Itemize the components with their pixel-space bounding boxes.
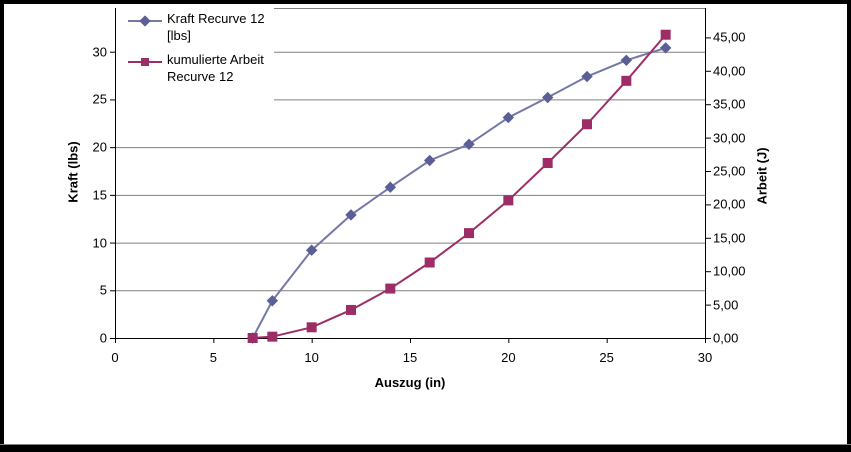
arbeit-square-marker-icon bbox=[141, 58, 149, 66]
arbeit-marker-square-8 bbox=[267, 331, 278, 342]
left-tick-label-0: 0 bbox=[99, 330, 107, 346]
right-tick-label-0: 0,00 bbox=[713, 330, 739, 346]
x-tick-label-30: 30 bbox=[697, 350, 713, 365]
legend-entry-arbeit: kumulierte Arbeit Recurve 12 bbox=[116, 49, 274, 89]
right-tick-label-45: 45,00 bbox=[713, 29, 746, 45]
arbeit-marker-square-28 bbox=[660, 29, 671, 40]
arbeit-marker-square-7 bbox=[247, 333, 258, 343]
arbeit-marker-square-22 bbox=[542, 157, 553, 168]
x-tick-label-15: 15 bbox=[402, 350, 418, 365]
window-border-bottom bbox=[0, 444, 851, 452]
x-tick-label-20: 20 bbox=[501, 350, 516, 365]
kraft-marker-diamond-26 bbox=[620, 54, 633, 67]
legend-label-arbeit-line2: Recurve 12 bbox=[167, 69, 234, 84]
x-tick-label-25: 25 bbox=[599, 350, 614, 365]
left-tick-label-5: 5 bbox=[99, 282, 107, 298]
right-tick-label-10: 10,00 bbox=[713, 263, 746, 279]
kraft-marker-diamond-28 bbox=[659, 42, 672, 54]
left-axis-title: Kraft (lbs) bbox=[65, 141, 81, 203]
legend-label-kraft-line2: [lbs] bbox=[167, 28, 191, 43]
left-tick-label-30: 30 bbox=[92, 44, 107, 60]
kraft-marker-diamond-18 bbox=[463, 138, 475, 150]
kraft-marker-diamond-12 bbox=[345, 209, 357, 221]
arbeit-marker-square-10 bbox=[306, 322, 317, 333]
arbeit-marker-square-14 bbox=[385, 283, 396, 294]
legend-label-arbeit-line1: kumulierte Arbeit bbox=[167, 52, 264, 67]
series-line-kraft bbox=[251, 46, 666, 339]
left-tick-label-20: 20 bbox=[92, 139, 107, 155]
right-tick-label-20: 20,00 bbox=[713, 196, 746, 212]
arbeit-marker-square-16 bbox=[424, 257, 435, 268]
legend-label-kraft-line1: Kraft Recurve 12 bbox=[167, 11, 265, 26]
chart-legend: Kraft Recurve 12 [lbs] kumulierte Arbeit… bbox=[116, 8, 274, 104]
right-axis-title: Arbeit (J) bbox=[754, 147, 770, 205]
x-tick-label-0: 0 bbox=[111, 350, 119, 365]
arbeit-marker-square-24 bbox=[582, 119, 592, 130]
kraft-marker-diamond-20 bbox=[502, 111, 515, 124]
kraft-marker-diamond-8 bbox=[266, 295, 279, 307]
right-tick-label-15: 15,00 bbox=[713, 230, 746, 246]
legend-label-kraft: Kraft Recurve 12 [lbs] bbox=[167, 10, 265, 44]
x-axis-title: Auszug (in) bbox=[374, 375, 446, 390]
right-tick-label-5: 5,00 bbox=[713, 297, 739, 313]
x-tick-label-10: 10 bbox=[304, 350, 319, 365]
arbeit-marker-square-18 bbox=[464, 228, 474, 239]
x-tick-label-5: 5 bbox=[209, 350, 217, 365]
arbeit-marker-square-26 bbox=[621, 75, 632, 86]
arbeit-marker-square-12 bbox=[346, 304, 356, 315]
left-tick-label-15: 15 bbox=[92, 187, 107, 203]
right-tick-label-35: 35,00 bbox=[713, 96, 746, 112]
left-tick-label-10: 10 bbox=[92, 235, 107, 251]
kraft-marker-diamond-16 bbox=[423, 154, 436, 167]
window-border-right bbox=[847, 0, 851, 452]
kraft-diamond-marker-icon bbox=[139, 15, 151, 27]
right-tick-label-25: 25,00 bbox=[713, 163, 746, 179]
right-tick-label-30: 30,00 bbox=[713, 130, 746, 146]
right-tick-label-40: 40,00 bbox=[713, 63, 746, 79]
kraft-marker-diamond-22 bbox=[541, 91, 554, 104]
window-border-top bbox=[0, 0, 851, 4]
window-border-left bbox=[0, 0, 4, 452]
legend-entry-kraft: Kraft Recurve 12 [lbs] bbox=[116, 8, 274, 48]
series-line-arbeit bbox=[252, 34, 667, 339]
kraft-marker-diamond-10 bbox=[305, 244, 318, 256]
arbeit-marker-square-20 bbox=[503, 195, 514, 206]
legend-label-arbeit: kumulierte Arbeit Recurve 12 bbox=[167, 51, 264, 85]
kraft-marker-diamond-24 bbox=[581, 70, 593, 83]
left-tick-label-25: 25 bbox=[92, 91, 107, 107]
kraft-marker-diamond-14 bbox=[384, 181, 397, 193]
